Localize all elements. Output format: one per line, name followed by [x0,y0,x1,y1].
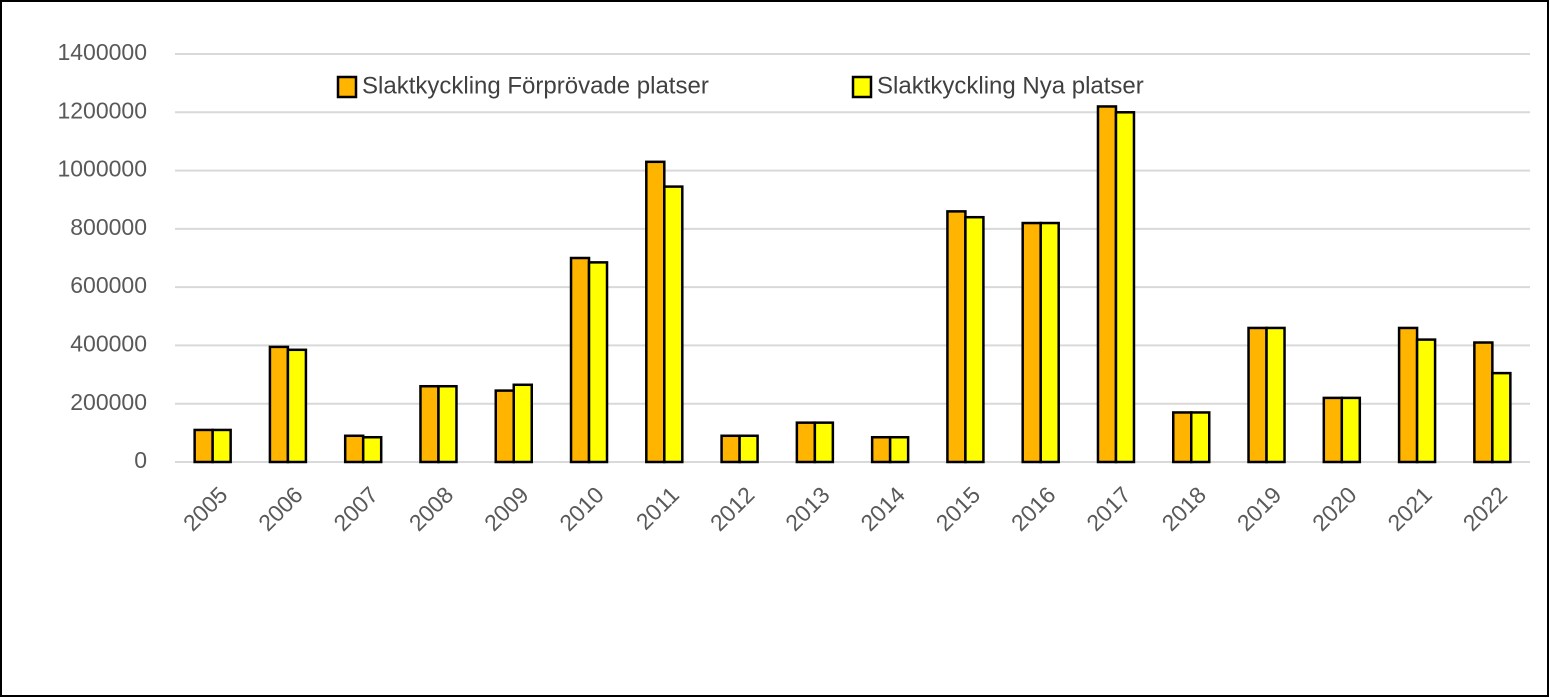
bar [813,421,835,464]
y-tick-label: 1000000 [57,156,147,182]
bar [1415,338,1437,464]
bar [946,210,967,464]
bar [437,384,458,464]
bar [1039,221,1060,464]
bar [645,160,666,464]
y-tick-label: 1400000 [57,39,147,65]
bar [494,389,515,464]
bar [738,434,759,464]
legend-label: Slaktkyckling Förprövade platser [362,72,709,99]
bar [1190,411,1211,464]
bar [512,383,533,464]
bar [964,215,985,464]
bar [1114,111,1136,464]
y-tick-label: 0 [134,447,147,473]
bar [361,435,383,464]
legend-swatch [336,75,358,99]
bar [795,421,817,464]
bar [1397,326,1419,464]
bar [1473,341,1494,464]
y-tick-label: 1200000 [57,97,147,123]
bar [1491,371,1512,464]
bar [569,256,591,464]
bar [1021,221,1042,464]
y-tick-label: 600000 [70,272,147,298]
bar [1265,326,1286,464]
bar [1340,396,1362,464]
y-tick-label: 400000 [70,331,147,357]
bar [587,261,609,464]
legend: Slaktkyckling Förprövade platser Slaktkyc… [336,72,1144,99]
bar [193,428,214,464]
bar [870,435,892,464]
bar [1096,105,1118,464]
bar [268,345,290,464]
y-tick-label: 200000 [70,389,147,415]
bar [1322,396,1344,464]
bar [419,384,440,464]
y-tick-label: 800000 [70,214,147,240]
bar [663,185,684,464]
bar [343,434,365,464]
bar [888,435,910,464]
bar [720,434,741,464]
legend-swatch [851,75,873,99]
legend-label: Slaktkyckling Nya platser [877,72,1144,99]
bar [286,348,308,464]
bar [211,428,232,464]
bar [1247,326,1268,464]
bar [1172,411,1193,464]
